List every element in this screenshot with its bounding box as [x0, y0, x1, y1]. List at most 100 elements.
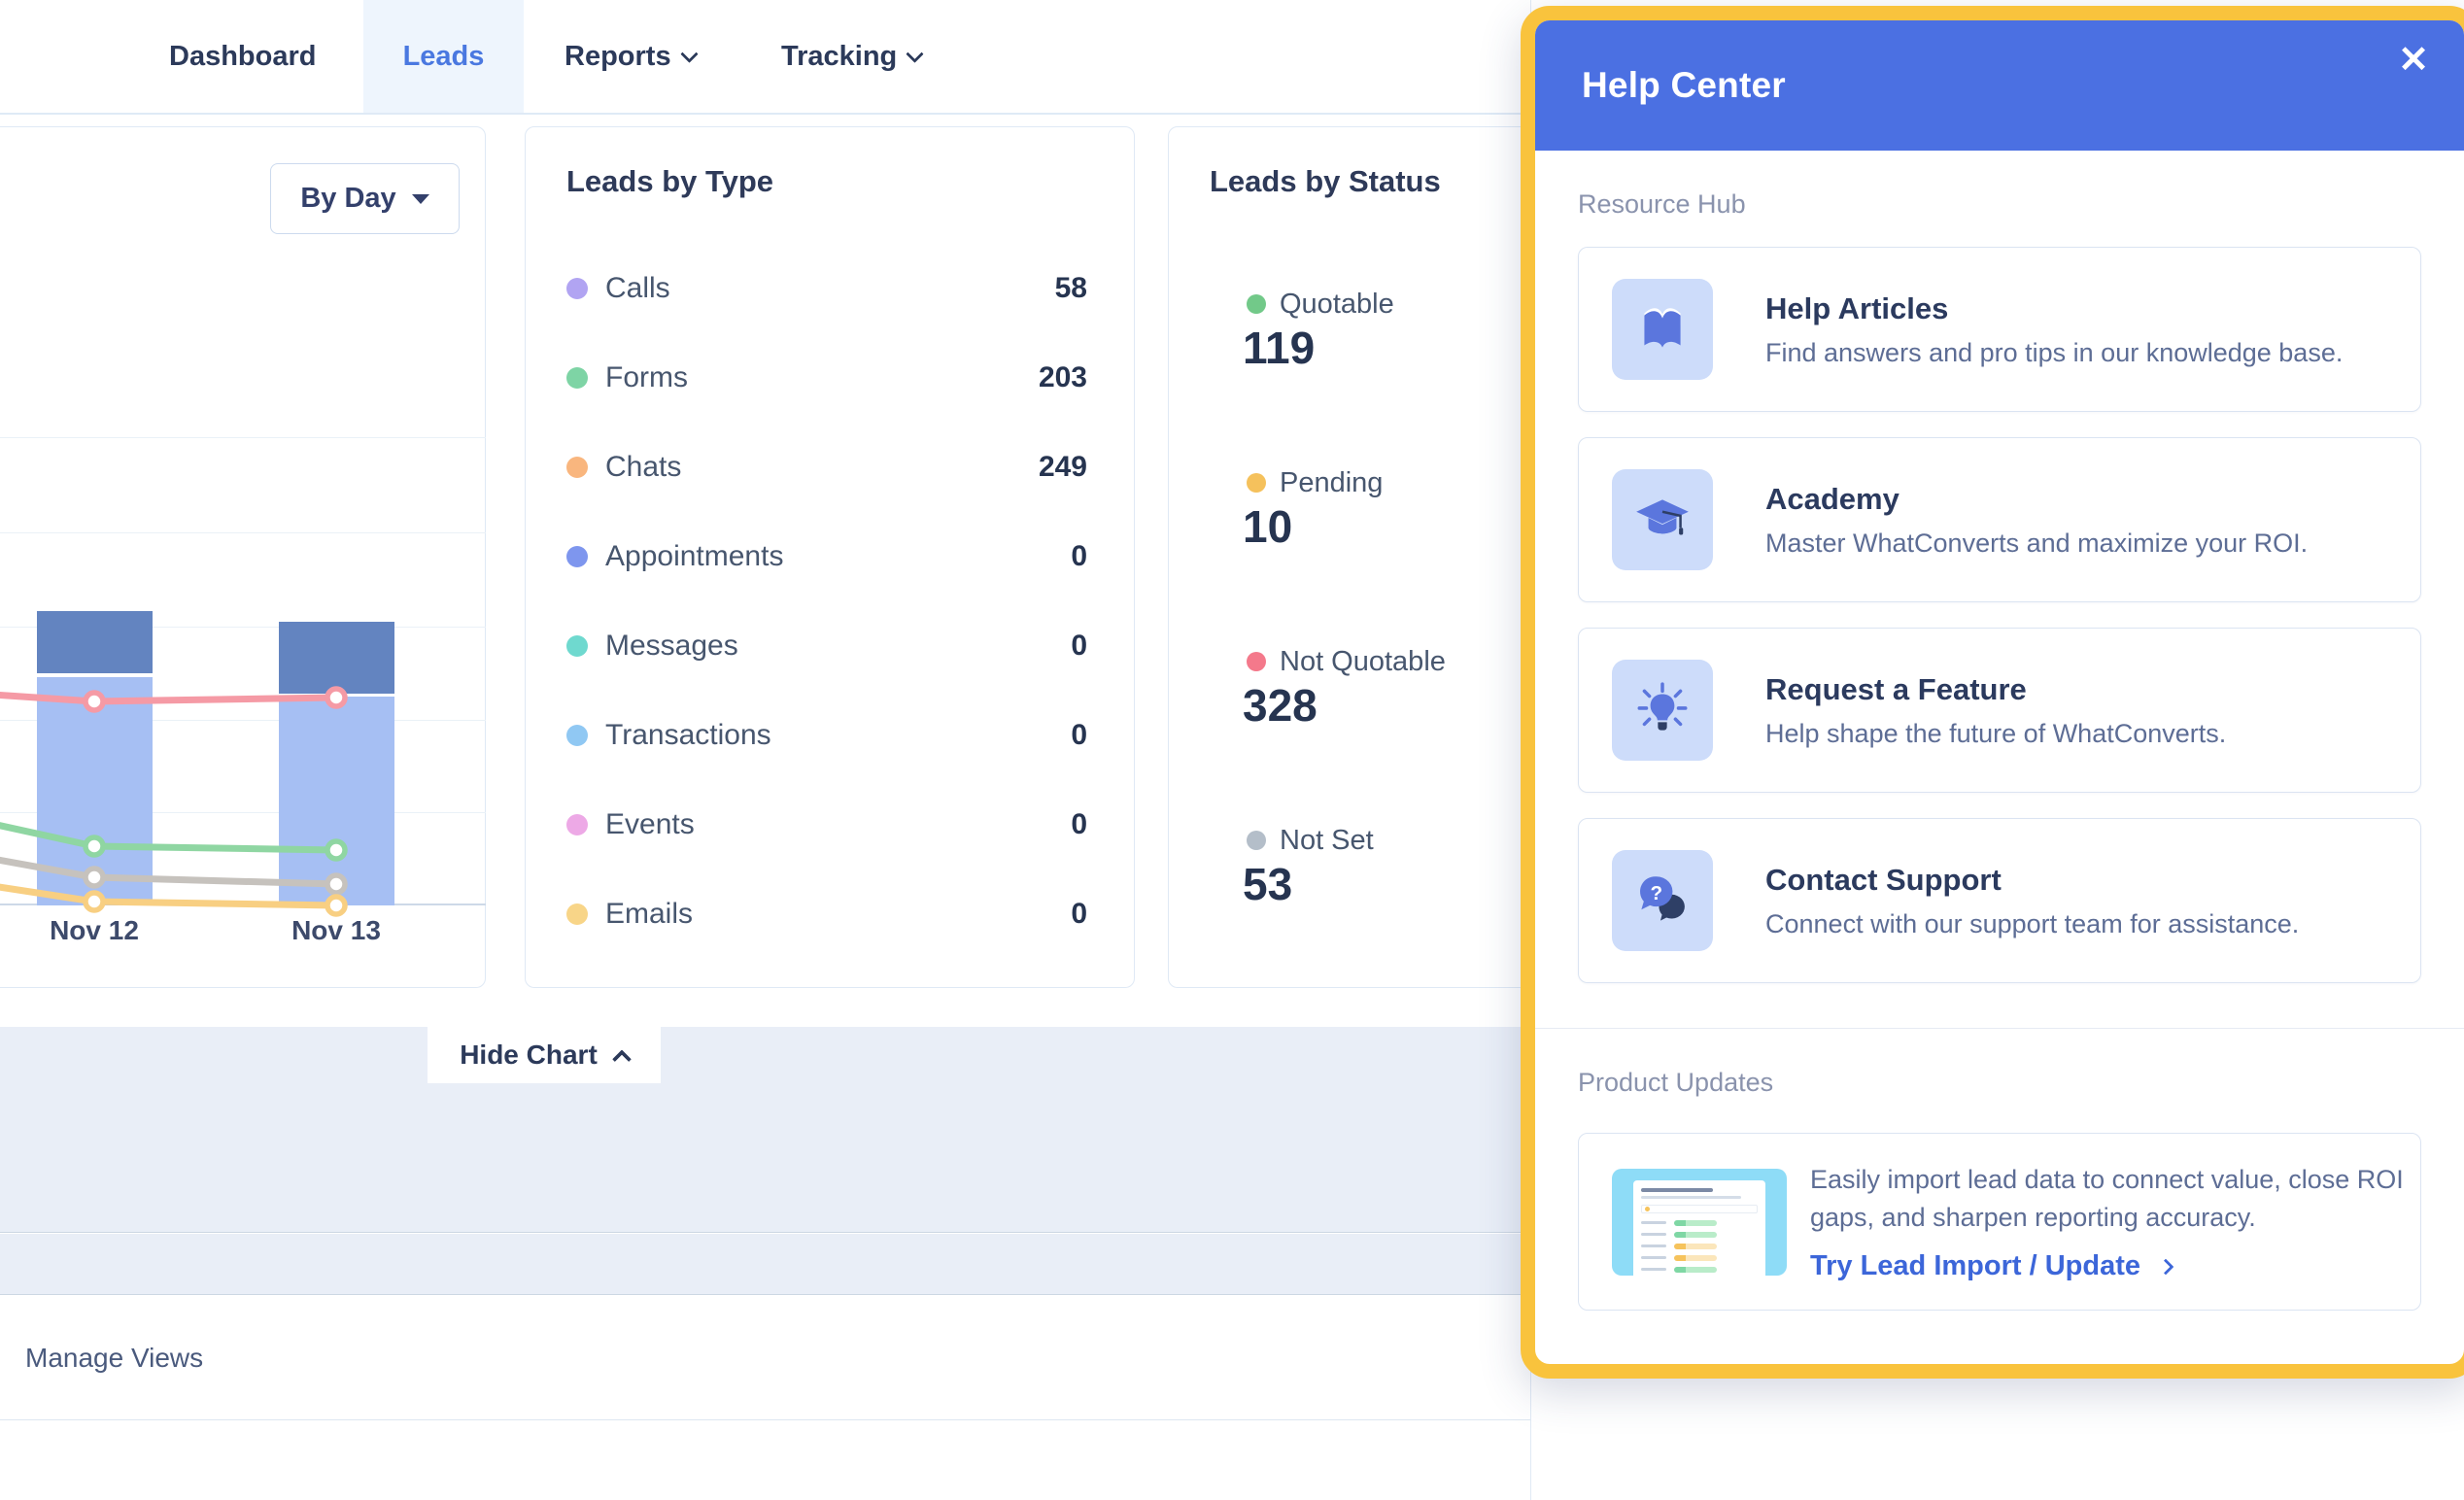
nav-item-leads-active[interactable]: Leads [363, 0, 524, 113]
status-value: 53 [1243, 859, 1293, 909]
list-item: Events 0 [526, 780, 1134, 869]
type-value: 0 [1071, 898, 1087, 930]
resource-card-title: Contact Support [1765, 862, 2002, 897]
nav-item-tracking[interactable]: Tracking [781, 0, 924, 113]
chevron-down-icon [906, 44, 924, 63]
help-center-panel: Help Center ✕ Resource Hub Help Articles… [1521, 6, 2464, 1379]
nav-label: Dashboard [169, 40, 317, 72]
academy-card[interactable]: Academy Master WhatConverts and maximize… [1578, 437, 2421, 602]
resource-card-title: Request a Feature [1765, 671, 2027, 706]
legend-dot-icon [566, 725, 588, 746]
period-selector-button[interactable]: By Day [270, 163, 460, 234]
bar-segment-dark [36, 611, 153, 673]
list-item: Calls 58 [526, 244, 1134, 333]
main-content-area: Dashboard Leads Reports Tracking By Day … [0, 0, 1945, 1420]
graduation-cap-icon [1612, 469, 1713, 570]
nav-label: Tracking [781, 40, 898, 72]
chevron-down-icon [679, 44, 699, 63]
x-axis-label: Nov 12 [50, 915, 139, 945]
list-item: Forms 203 [526, 333, 1134, 423]
help-articles-card[interactable]: Help Articles Find answers and pro tips … [1578, 247, 2421, 412]
top-navbar: Dashboard Leads Reports Tracking [0, 0, 1530, 115]
lightbulb-icon [1612, 660, 1713, 761]
chevron-up-icon [611, 1049, 632, 1070]
status-value: 119 [1243, 323, 1316, 373]
type-value: 0 [1071, 808, 1087, 840]
help-center-header: Help Center ✕ [1535, 20, 2464, 151]
leads-by-type-card: Leads by Type Calls 58 Forms 203 Chats 249 … [525, 126, 1135, 988]
type-label: Calls [605, 272, 670, 304]
legend-dot-icon [566, 367, 588, 389]
try-lead-import-link[interactable]: Try Lead Import / Update [1810, 1250, 2420, 1282]
hide-chart-button[interactable]: Hide Chart [428, 1027, 661, 1083]
card-title: Leads by Type [566, 164, 774, 198]
bar-segment-dark [278, 622, 394, 694]
nav-item-dashboard[interactable]: Dashboard [169, 0, 316, 113]
type-label: Messages [605, 630, 738, 662]
legend-dot-icon [566, 546, 588, 567]
x-axis-label: Nov 13 [291, 915, 381, 945]
nav-label: Leads [402, 40, 485, 72]
link-label: Try Lead Import / Update [1810, 1250, 2140, 1282]
legend-dot-icon [566, 903, 588, 925]
help-center-body: Resource Hub Help Articles Find answers … [1535, 189, 2464, 1311]
list-item: Not Set 53 [1169, 824, 1944, 911]
lead-import-thumbnail [1612, 1168, 1787, 1276]
legend-dot-icon [566, 814, 588, 835]
type-label: Chats [605, 451, 682, 483]
nav-item-reports[interactable]: Reports [565, 0, 699, 113]
list-item: Messages 0 [526, 601, 1134, 691]
close-icon[interactable]: ✕ [2398, 40, 2429, 81]
filter-band [0, 1027, 1530, 1233]
lead-import-update-card: Easily import lead data to connect value… [1578, 1133, 2421, 1311]
list-item: Chats 249 [526, 423, 1134, 512]
resource-card-title: Academy [1765, 481, 1899, 516]
resource-card-description: Help shape the future of WhatConverts. [1765, 718, 2227, 748]
resource-card-description: Master WhatConverts and maximize your RO… [1765, 528, 2309, 558]
card-title: Leads by Status [1210, 164, 1441, 198]
type-label: Appointments [605, 540, 784, 572]
type-label: Transactions [605, 719, 771, 751]
list-item: Appointments 0 [526, 512, 1134, 601]
resource-card-description: Connect with our support team for assist… [1765, 908, 2300, 938]
list-item: Emails 0 [526, 869, 1134, 959]
leads-over-time-chart [0, 391, 486, 917]
legend-dot-icon [566, 278, 588, 299]
type-value: 0 [1071, 540, 1087, 572]
status-label: Not Quotable [1280, 645, 1446, 677]
list-item: Quotable 119 [1169, 288, 1944, 375]
leads-by-status-list: Quotable 119 Pending 10 Not Quotable 328… [1169, 288, 1944, 1003]
status-label: Quotable [1280, 288, 1394, 320]
hide-chart-label: Hide Chart [460, 1040, 598, 1070]
type-label: Events [605, 808, 695, 840]
contact-support-card[interactable]: ? Contact Support Connect with our suppo… [1578, 818, 2421, 983]
help-center-title: Help Center [1582, 65, 1786, 105]
resource-card-description: Find answers and pro tips in our knowled… [1765, 337, 2344, 367]
type-value: 0 [1071, 630, 1087, 662]
chevron-right-icon [2157, 1258, 2174, 1276]
chat-support-icon: ? [1612, 850, 1713, 951]
type-value: 249 [1038, 451, 1087, 483]
manage-views-row: Manage Views [0, 1296, 1530, 1420]
resource-hub-heading: Resource Hub [1578, 189, 1746, 219]
type-label: Emails [605, 898, 694, 930]
bar-segment-light [278, 697, 394, 905]
legend-dot-icon [1247, 294, 1266, 314]
legend-dot-icon [1247, 652, 1266, 671]
legend-dot-icon [566, 457, 588, 478]
request-feature-card[interactable]: Request a Feature Help shape the future … [1578, 628, 2421, 793]
status-value: 328 [1243, 680, 1318, 731]
manage-views-button[interactable]: Manage Views [25, 1342, 204, 1373]
status-label: Not Set [1280, 824, 1374, 856]
list-item: Transactions 0 [526, 691, 1134, 780]
product-updates-heading: Product Updates [1578, 1068, 1774, 1097]
status-value: 10 [1243, 501, 1293, 552]
legend-dot-icon [1247, 831, 1266, 850]
status-label: Pending [1280, 466, 1384, 498]
list-item: Not Quotable 328 [1169, 645, 1944, 733]
type-value: 0 [1071, 719, 1087, 751]
period-selector-label: By Day [300, 183, 396, 214]
nav-label: Reports [565, 40, 671, 72]
leads-by-type-list: Calls 58 Forms 203 Chats 249 Appointments 0 … [526, 244, 1134, 959]
resource-card-title: Help Articles [1765, 290, 1949, 325]
